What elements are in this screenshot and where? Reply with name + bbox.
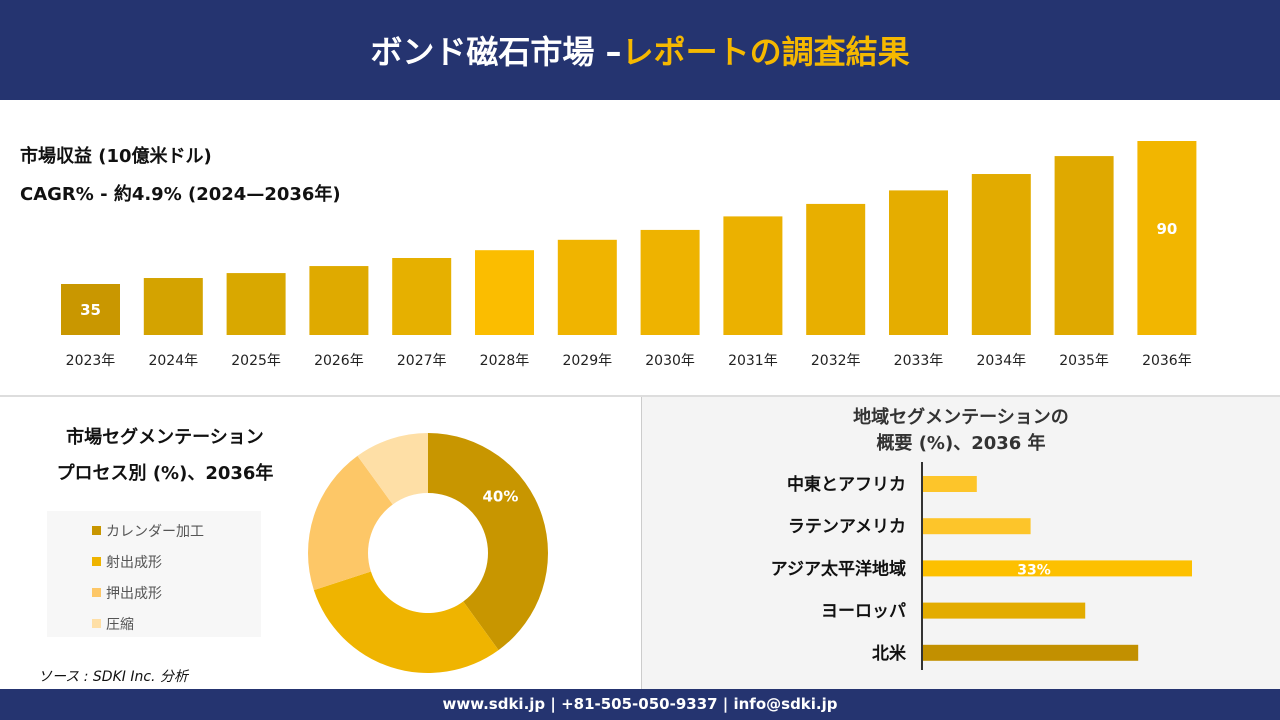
revenue-bar [640,229,700,335]
year-tick-label: 2025年 [231,353,281,369]
source-note: ソース : SDKI Inc. 分析 [38,669,188,685]
year-tick-label: 2026年 [314,353,364,369]
region-bar [923,644,1139,661]
legend-swatch [92,588,101,597]
region-label: 北米 [872,643,907,664]
revenue-bar-chart: 2023年 35 2024年 2025年 2026年 2027年 2028年 2029年 203… [61,141,1197,369]
year-tick-label: 2031年 [728,353,778,369]
revenue-unit: 市場収益 (10億米ドル) [20,146,212,167]
process-donut-chart: 40% [308,433,548,673]
legend-item: カレンダー加工 [92,515,261,546]
legend-item: 圧縮 [92,608,261,639]
revenue-bar [143,278,203,335]
region-bar [923,602,1086,619]
process-title-line2: プロセス別 (%)、2036年 [56,463,274,484]
donut-slice [308,455,393,591]
legend-item: 押出成形 [92,577,261,608]
year-tick-label: 2033年 [894,353,944,369]
donut-slice [357,433,428,505]
region-label: アジア太平洋地域 [771,558,906,579]
year-tick-label: 2029年 [562,353,612,369]
region-chart-title: 地域セグメンテーションの 概要 (%)、2036 年 [642,405,1280,457]
legend-label: 射出成形 [106,554,162,571]
year-tick-label: 2028年 [480,353,530,369]
revenue-bar [723,216,783,335]
revenue-bar [889,190,948,335]
legend-swatch [92,557,101,566]
region-label: ラテンアメリカ [788,517,906,537]
revenue-bar [557,239,617,335]
revenue-bar [475,250,534,335]
footer-contact: www.sdki.jp | +81-505-050-9337 | info@sd… [0,689,1280,720]
region-label: 中東とアフリカ [787,474,906,495]
year-tick-label: 2036年 [1142,353,1192,369]
region-title-line2: 概要 (%)、2036 年 [876,433,1046,454]
legend-label: カレンダー加工 [106,523,204,540]
revenue-bar [806,203,866,335]
year-tick-label: 2034年 [976,353,1026,369]
header-banner: ボンド磁石市場 – レポートの調査結果 [0,0,1280,100]
title-main: ボンド磁石市場 – [370,33,622,71]
process-legend: カレンダー加工 射出成形押出成形圧縮 [47,511,261,637]
legend-item: 射出成形 [92,546,261,577]
revenue-bar [392,258,452,335]
revenue-bar [1137,141,1197,335]
bar-data-label: 90 [1156,220,1177,238]
legend-label: 押出成形 [106,585,162,602]
process-chart-title: 市場セグメンテーション プロセス別 (%)、2036年 [30,420,300,492]
year-tick-label: 2027年 [397,353,447,369]
region-title-line1: 地域セグメンテーションの [853,407,1069,428]
year-tick-label: 2035年 [1059,353,1109,369]
year-tick-label: 2032年 [811,353,861,369]
revenue-bar [61,284,120,335]
legend-swatch [92,526,101,535]
revenue-bar [226,273,286,335]
divider [0,395,1280,397]
region-bar [923,560,1192,577]
revenue-bar [971,174,1031,335]
region-panel: 地域セグメンテーションの 概要 (%)、2036 年 中東とアフリカ ラテンアメリ… [641,397,1280,689]
slice-data-label: 40% [482,487,518,505]
region-bar [923,518,1031,535]
bar-data-label: 35 [80,301,101,319]
revenue-caption: 市場収益 (10億米ドル) CAGR% - 約4.9% (2024—2036年) [20,138,341,214]
cagr-text: CAGR% - 約4.9% (2024—2036年) [20,184,341,205]
region-data-label: 33% [1017,562,1051,578]
year-tick-label: 2024年 [148,353,198,369]
year-tick-label: 2023年 [66,353,116,369]
region-label: ヨーロッパ [821,602,906,622]
process-title-line1: 市場セグメンテーション [66,427,264,448]
title-highlight: レポートの調査結果 [621,33,910,71]
region-bar [923,476,977,492]
legend-label: 圧縮 [106,616,134,633]
revenue-bar [309,266,369,335]
year-tick-label: 2030年 [645,353,695,369]
donut-slice [428,433,548,651]
donut-slice [313,571,499,673]
legend-swatch [92,619,101,628]
revenue-bar [1054,156,1114,335]
